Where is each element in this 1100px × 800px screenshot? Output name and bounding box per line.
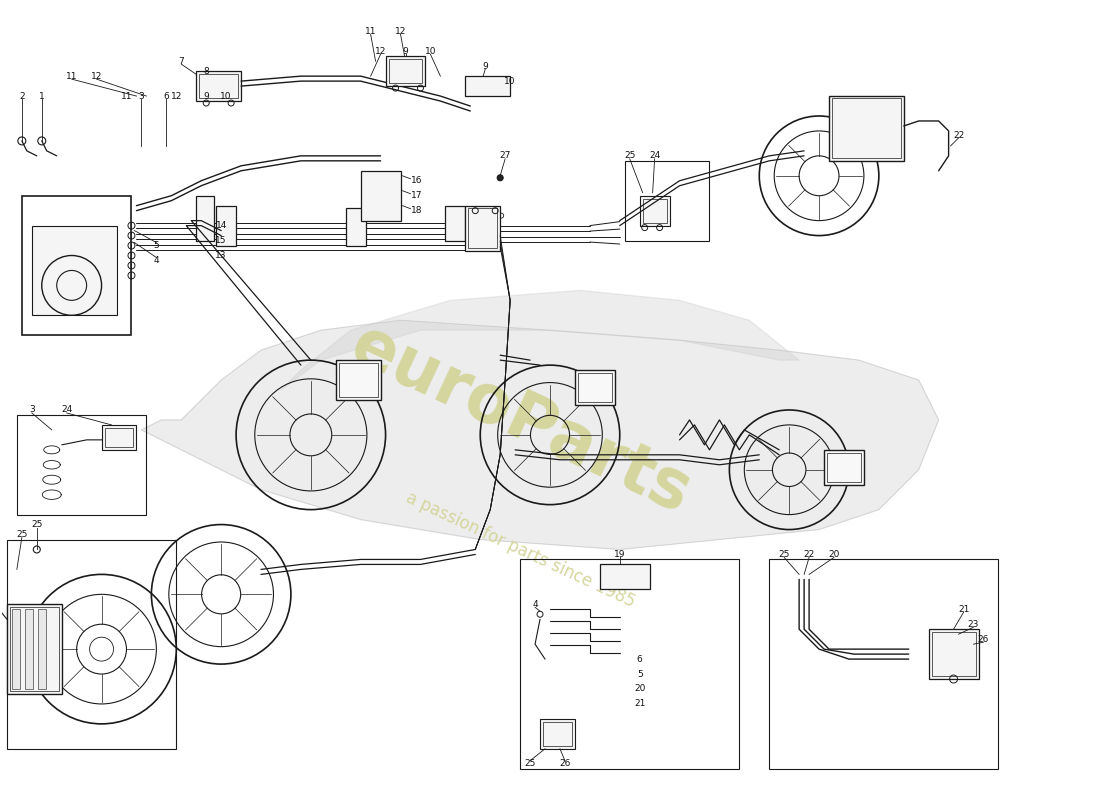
Text: 3: 3: [29, 406, 35, 414]
Text: 5: 5: [637, 670, 642, 678]
Text: 22: 22: [953, 131, 965, 141]
Bar: [25, 610, 33, 689]
Bar: [361, 170, 400, 221]
Text: 13: 13: [216, 251, 227, 260]
Text: 26: 26: [559, 759, 571, 768]
Text: a passion for parts since 1985: a passion for parts since 1985: [403, 488, 638, 610]
Text: 1: 1: [39, 91, 45, 101]
Text: 25: 25: [525, 759, 536, 768]
Text: 9: 9: [403, 46, 408, 56]
Text: 23: 23: [968, 620, 979, 629]
Text: 7: 7: [178, 57, 184, 66]
Text: 20: 20: [634, 685, 646, 694]
Bar: [339, 363, 377, 397]
Text: 10: 10: [425, 46, 437, 56]
Bar: [7, 539, 176, 749]
Text: 24: 24: [62, 406, 73, 414]
Text: 11: 11: [121, 91, 132, 101]
Text: 10: 10: [505, 77, 516, 86]
Text: 8: 8: [204, 66, 209, 76]
Text: 6: 6: [164, 91, 169, 101]
Text: 12: 12: [170, 91, 182, 101]
Bar: [386, 56, 426, 86]
Text: 11: 11: [365, 26, 376, 36]
Polygon shape: [280, 290, 799, 390]
Text: 2: 2: [19, 91, 24, 101]
Bar: [37, 610, 46, 689]
Bar: [199, 74, 238, 98]
Text: 12: 12: [395, 26, 406, 36]
Text: 24: 24: [649, 151, 660, 160]
Text: 10: 10: [220, 91, 232, 101]
Bar: [829, 96, 904, 161]
Text: 14: 14: [216, 221, 227, 230]
Text: 25: 25: [779, 550, 790, 559]
Bar: [827, 453, 861, 482]
Bar: [336, 360, 381, 400]
Text: 9: 9: [483, 62, 488, 70]
Bar: [543, 722, 572, 746]
Text: 4: 4: [532, 600, 538, 609]
Text: 22: 22: [803, 550, 815, 559]
Text: 16: 16: [410, 176, 422, 186]
Bar: [32, 226, 117, 315]
Bar: [769, 559, 999, 769]
Text: 21: 21: [634, 699, 646, 709]
Bar: [928, 630, 979, 679]
Text: 20: 20: [828, 550, 839, 559]
Bar: [217, 206, 236, 246]
Text: 25: 25: [31, 520, 43, 529]
Bar: [520, 559, 739, 769]
Text: 5: 5: [154, 241, 160, 250]
Text: 25: 25: [624, 151, 636, 160]
Text: 12: 12: [91, 72, 102, 81]
Text: 15: 15: [216, 236, 227, 245]
Bar: [832, 98, 901, 158]
Bar: [196, 196, 214, 241]
Text: euroParts: euroParts: [340, 312, 701, 527]
Text: 3: 3: [139, 91, 144, 101]
Text: 6: 6: [637, 654, 642, 663]
Bar: [12, 610, 20, 689]
Bar: [388, 59, 422, 83]
Bar: [575, 370, 615, 405]
Polygon shape: [142, 320, 938, 550]
Bar: [640, 196, 670, 226]
Bar: [578, 373, 612, 402]
Text: 26: 26: [978, 634, 989, 644]
Text: 25: 25: [16, 530, 28, 539]
Bar: [932, 632, 976, 676]
Bar: [625, 161, 710, 241]
Text: 9: 9: [204, 91, 209, 101]
Text: 27: 27: [499, 151, 510, 160]
Bar: [824, 450, 864, 485]
Bar: [345, 208, 365, 246]
Text: 17: 17: [410, 191, 422, 200]
Text: 12: 12: [375, 46, 386, 56]
Bar: [469, 208, 497, 247]
Bar: [196, 71, 241, 101]
Bar: [10, 607, 58, 691]
Bar: [446, 206, 465, 241]
Circle shape: [497, 174, 503, 181]
Bar: [7, 604, 62, 694]
Bar: [16, 415, 146, 514]
Text: 4: 4: [154, 256, 160, 265]
Text: 18: 18: [410, 206, 422, 215]
Bar: [642, 198, 667, 222]
Bar: [104, 428, 133, 447]
Bar: [540, 719, 575, 749]
Bar: [600, 565, 650, 590]
Text: 21: 21: [958, 605, 969, 614]
Bar: [465, 206, 501, 250]
Bar: [22, 196, 132, 335]
Text: 11: 11: [66, 72, 77, 81]
Bar: [465, 76, 510, 96]
Text: 19: 19: [614, 550, 626, 559]
Bar: [101, 425, 136, 450]
